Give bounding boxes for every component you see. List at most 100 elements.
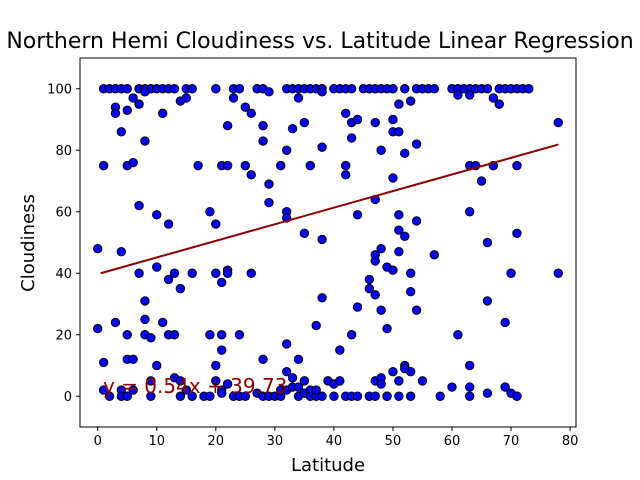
data-point <box>246 170 256 180</box>
data-point <box>258 136 268 146</box>
data-point <box>281 339 292 349</box>
x-axis-ticks: 0 10 20 30 40 50 60 70 80 <box>94 427 578 449</box>
data-point <box>246 108 256 119</box>
data-point <box>187 268 197 278</box>
data-point <box>352 114 363 125</box>
data-point <box>187 84 197 94</box>
data-point <box>482 237 493 248</box>
regression-line <box>100 143 559 275</box>
data-point <box>482 388 493 398</box>
data-point <box>388 265 398 275</box>
y-tick-label: 40 <box>55 267 72 282</box>
data-point <box>376 243 386 254</box>
data-point <box>341 108 351 119</box>
data-point <box>116 127 127 137</box>
data-point <box>98 357 109 368</box>
data-point <box>258 354 268 365</box>
x-tick-label: 60 <box>444 434 461 449</box>
data-point <box>181 385 191 395</box>
data-point <box>405 287 416 297</box>
data-point <box>329 391 339 401</box>
data-point <box>146 391 156 401</box>
x-tick-label: 0 <box>94 434 102 449</box>
data-point <box>110 317 121 328</box>
data-point <box>482 84 493 94</box>
data-point <box>240 160 251 171</box>
data-point <box>394 225 404 235</box>
data-point <box>405 96 416 106</box>
data-point <box>317 293 327 303</box>
data-point <box>506 268 516 278</box>
data-point <box>465 382 475 392</box>
data-point <box>211 219 221 229</box>
data-point <box>163 274 174 285</box>
data-point <box>429 84 439 94</box>
data-point <box>157 108 168 119</box>
data-point <box>234 84 245 94</box>
data-point <box>287 124 298 134</box>
data-point <box>346 84 357 94</box>
data-point <box>205 330 215 340</box>
data-point <box>217 330 227 340</box>
data-point <box>134 268 144 278</box>
data-point <box>341 170 351 180</box>
data-point <box>388 114 398 125</box>
data-point <box>482 296 493 306</box>
data-point <box>370 290 380 300</box>
data-point <box>98 160 109 171</box>
x-tick-label: 30 <box>267 434 284 449</box>
data-point <box>205 207 215 217</box>
y-tick-label: 20 <box>55 328 72 343</box>
data-point <box>181 93 191 103</box>
data-point <box>370 250 380 260</box>
y-tick-label: 80 <box>55 144 72 159</box>
x-tick-label: 10 <box>148 434 165 449</box>
data-point <box>152 262 162 272</box>
data-point <box>388 366 398 377</box>
data-point <box>293 354 304 365</box>
plot-frame <box>79 57 577 428</box>
data-point <box>104 391 115 401</box>
data-point <box>435 391 445 401</box>
data-point <box>311 320 321 331</box>
data-point <box>341 160 351 171</box>
data-point <box>228 93 239 103</box>
data-point <box>394 391 404 401</box>
data-point <box>305 160 315 171</box>
data-point <box>400 84 410 94</box>
data-point <box>276 160 286 171</box>
data-point <box>234 330 245 340</box>
data-point <box>217 388 227 398</box>
data-point <box>222 160 233 171</box>
data-point <box>187 391 197 401</box>
y-tick-label: 0 <box>64 390 72 405</box>
data-point <box>394 127 404 137</box>
data-point <box>364 283 375 294</box>
data-point <box>512 228 522 238</box>
data-point <box>211 84 221 94</box>
data-point <box>222 120 233 131</box>
data-point <box>211 376 221 386</box>
x-tick-label: 50 <box>385 434 402 449</box>
data-point <box>169 330 180 340</box>
data-point <box>293 93 304 103</box>
data-point <box>388 173 398 183</box>
data-point <box>411 305 422 315</box>
data-point <box>335 376 345 386</box>
data-point <box>352 391 363 401</box>
data-point <box>400 231 410 242</box>
data-point <box>122 330 132 340</box>
data-point <box>163 219 174 229</box>
data-point <box>211 360 221 371</box>
data-point <box>93 323 103 334</box>
data-point <box>211 268 221 278</box>
data-point <box>128 354 138 365</box>
data-point <box>122 391 132 401</box>
data-point <box>400 148 410 159</box>
data-point <box>140 296 150 306</box>
data-point <box>394 376 404 386</box>
data-point <box>93 243 103 254</box>
data-point <box>394 99 404 109</box>
data-point <box>500 317 510 328</box>
